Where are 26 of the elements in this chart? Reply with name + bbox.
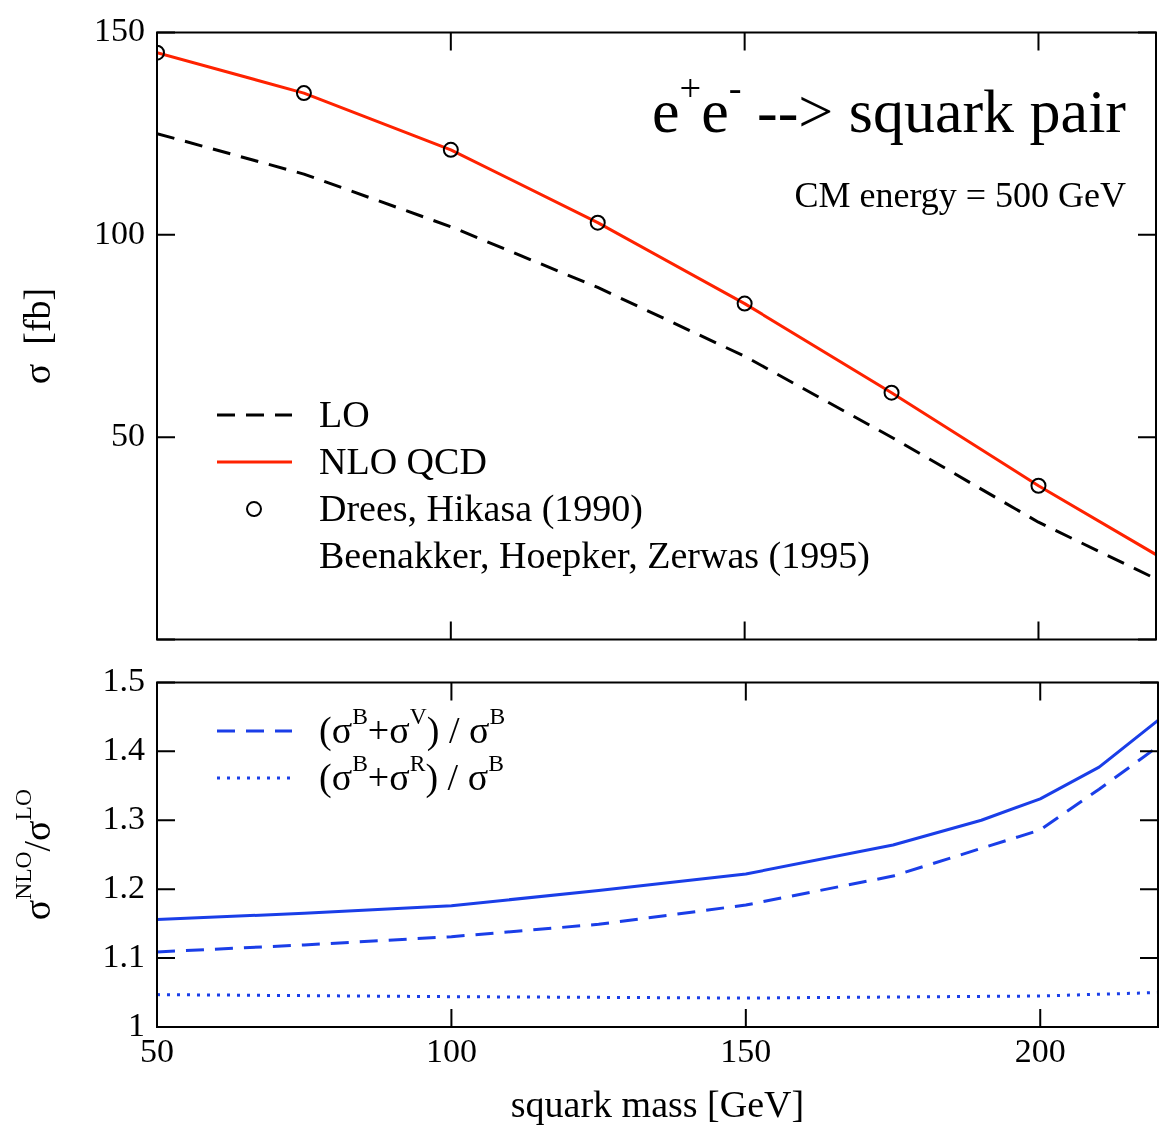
x-tick-label: 200 [1014, 1032, 1066, 1070]
y-axis-title: σNLO/σLO [10, 789, 58, 921]
y-tick-label: 1.2 [102, 868, 145, 906]
point [1030, 477, 1047, 494]
point [442, 141, 459, 158]
legend-label: Drees, Hikasa (1990) Beenakker, Hoepker, Zerwas (1995) [319, 487, 870, 578]
x-tick-label: 100 [425, 1032, 477, 1070]
y-axis-title: σ [fb] [16, 287, 58, 385]
y-tick-label: 1.3 [102, 799, 145, 837]
x-axis-title: squark mass [GeV] [510, 1083, 805, 1125]
point [736, 295, 753, 312]
y-tick-label: 1.5 [102, 661, 145, 699]
x-tick-label: 50 [140, 1032, 174, 1070]
y-tick-label: 100 [94, 213, 145, 251]
y-tick-label: 150 [94, 11, 145, 49]
annotation: e+e- --> squark pair [652, 67, 1127, 146]
point [883, 384, 900, 401]
x-tick-label: 150 [720, 1032, 772, 1070]
point [295, 85, 312, 102]
y-tick-label: 1.4 [102, 730, 145, 768]
annotation: CM energy = 500 GeV [794, 175, 1126, 216]
legend-label: LO [319, 393, 370, 436]
y-tick-label: 1.1 [102, 937, 145, 974]
y-tick-label: 50 [111, 416, 145, 454]
point [589, 214, 606, 231]
legend-label: NLO QCD [319, 440, 487, 483]
